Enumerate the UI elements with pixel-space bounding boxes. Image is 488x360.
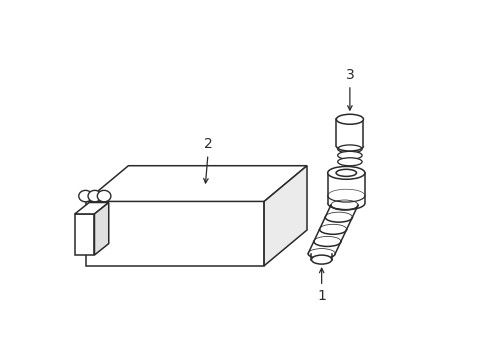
Ellipse shape bbox=[311, 255, 331, 264]
Ellipse shape bbox=[337, 145, 361, 153]
Polygon shape bbox=[85, 166, 306, 202]
Polygon shape bbox=[264, 166, 306, 266]
Ellipse shape bbox=[79, 190, 92, 202]
Text: 1: 1 bbox=[317, 268, 325, 303]
Ellipse shape bbox=[337, 158, 361, 166]
Text: 2: 2 bbox=[203, 138, 213, 183]
Polygon shape bbox=[75, 214, 94, 255]
Polygon shape bbox=[94, 203, 108, 255]
Polygon shape bbox=[85, 202, 264, 266]
Ellipse shape bbox=[327, 166, 364, 179]
Ellipse shape bbox=[97, 190, 111, 202]
Polygon shape bbox=[75, 203, 108, 214]
Ellipse shape bbox=[337, 151, 361, 159]
Ellipse shape bbox=[335, 169, 356, 176]
Text: 3: 3 bbox=[345, 68, 353, 110]
Ellipse shape bbox=[88, 190, 102, 202]
Ellipse shape bbox=[336, 114, 363, 124]
